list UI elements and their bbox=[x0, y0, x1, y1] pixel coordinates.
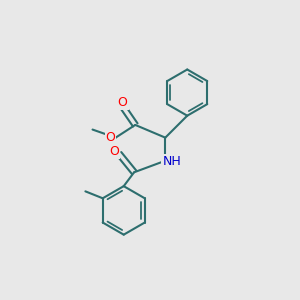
Text: O: O bbox=[118, 96, 128, 109]
Text: NH: NH bbox=[162, 155, 181, 168]
Text: O: O bbox=[106, 131, 116, 144]
Text: O: O bbox=[109, 145, 119, 158]
